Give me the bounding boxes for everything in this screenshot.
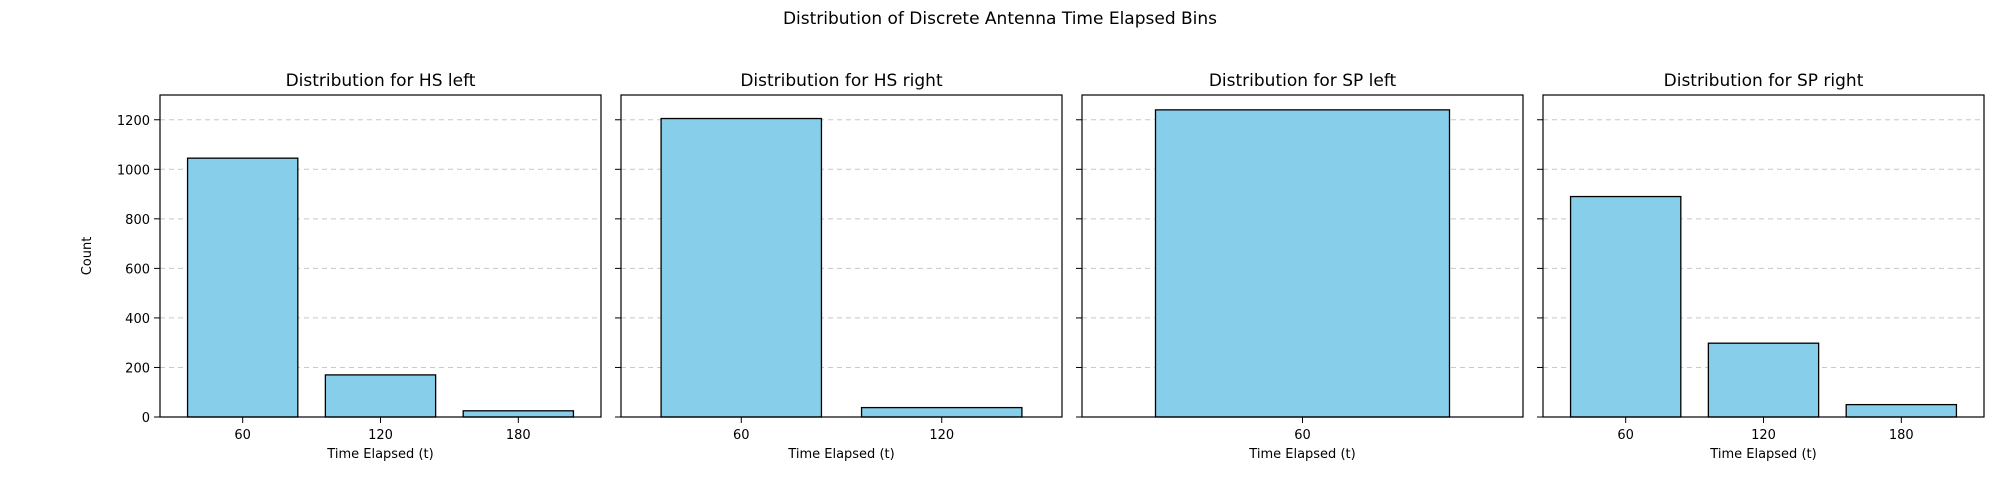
- bar-60: [186, 157, 299, 418]
- y-axis-label: Count: [80, 237, 95, 276]
- y-tick-label: 1200: [117, 114, 150, 129]
- bar-120: [324, 374, 437, 418]
- x-tick-label: 180: [506, 428, 531, 443]
- axes-frame: [620, 94, 1063, 418]
- chart-panel-2: 60 120 Distribution for HS right Time Elaps…: [615, 71, 1063, 462]
- bar-180: [1845, 403, 1958, 418]
- x-tick-label: 120: [1751, 428, 1776, 443]
- x-axis-label: Time Elapsed (t): [787, 447, 894, 462]
- chart-panel-1: 0 200 400 600 800 1000 1200 60 120 180 Distributio…: [80, 71, 602, 462]
- bar-120: [860, 406, 1023, 418]
- panel-title: Distribution for SP left: [1209, 71, 1397, 91]
- y-tick-label: 600: [125, 262, 150, 277]
- panel-title: Distribution for HS right: [740, 71, 943, 91]
- x-axis-label: Time Elapsed (t): [1709, 447, 1816, 462]
- x-tick-label: 60: [733, 428, 750, 443]
- x-tick-label: 60: [234, 428, 251, 443]
- x-tick-label: 60: [1294, 428, 1311, 443]
- y-tick-label: 200: [125, 361, 150, 376]
- panel-title: Distribution for HS left: [286, 71, 476, 91]
- y-tick-label: 0: [142, 411, 150, 426]
- bar-60: [1569, 195, 1682, 418]
- x-tick-label: 60: [1617, 428, 1634, 443]
- x-tick-label: 180: [1889, 428, 1914, 443]
- bar-120: [1707, 342, 1820, 418]
- chart-panels: 0 200 400 600 800 1000 1200 60 120 180 Distributio…: [80, 71, 1985, 462]
- bar-60: [660, 117, 823, 418]
- bar-180: [462, 410, 575, 418]
- figure-title: Distribution of Discrete Antenna Time El…: [783, 9, 1217, 29]
- chart-panel-3: 60 Distribution for SP left Time Elapsed (…: [1076, 71, 1524, 462]
- x-tick-label: 120: [929, 428, 954, 443]
- x-tick-label: 120: [368, 428, 393, 443]
- x-axis-label: Time Elapsed (t): [326, 447, 433, 462]
- bar-60: [1154, 109, 1451, 418]
- y-tick-label: 400: [125, 312, 150, 327]
- y-tick-label: 800: [125, 213, 150, 228]
- chart-panel-4: 60 120 180 Distribution for SP right Time El…: [1537, 71, 1985, 462]
- panel-title: Distribution for SP right: [1664, 71, 1864, 91]
- y-tick-label: 1000: [117, 163, 150, 178]
- x-axis-label: Time Elapsed (t): [1248, 447, 1355, 462]
